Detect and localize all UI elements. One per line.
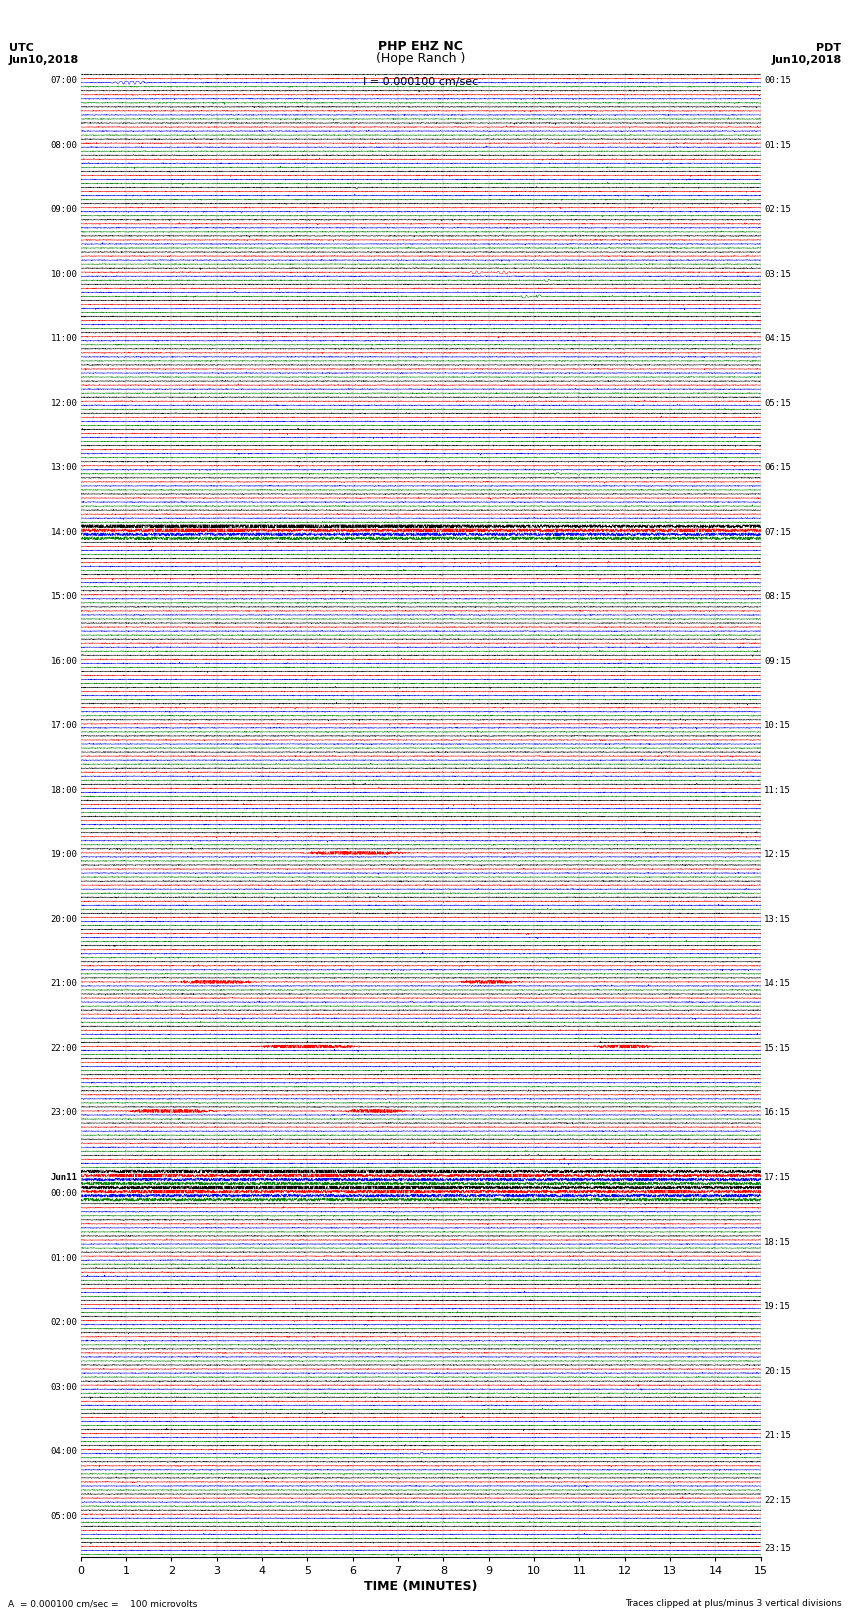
Text: 09:00: 09:00 xyxy=(50,205,77,215)
Text: 02:00: 02:00 xyxy=(50,1318,77,1327)
Text: 12:15: 12:15 xyxy=(764,850,791,860)
Text: 19:15: 19:15 xyxy=(764,1302,791,1311)
Text: 07:15: 07:15 xyxy=(764,527,791,537)
Text: 20:00: 20:00 xyxy=(50,915,77,924)
Text: 00:00: 00:00 xyxy=(50,1189,77,1198)
Text: 12:00: 12:00 xyxy=(50,398,77,408)
Text: A  = 0.000100 cm/sec =    100 microvolts: A = 0.000100 cm/sec = 100 microvolts xyxy=(8,1598,198,1608)
Text: 06:15: 06:15 xyxy=(764,463,791,473)
Text: 15:00: 15:00 xyxy=(50,592,77,602)
Text: 18:15: 18:15 xyxy=(764,1237,791,1247)
Text: (Hope Ranch ): (Hope Ranch ) xyxy=(376,52,466,65)
Text: 21:00: 21:00 xyxy=(50,979,77,989)
Text: 14:15: 14:15 xyxy=(764,979,791,989)
Text: 09:15: 09:15 xyxy=(764,656,791,666)
Text: 21:15: 21:15 xyxy=(764,1431,791,1440)
Text: 17:15: 17:15 xyxy=(764,1173,791,1182)
Text: 22:15: 22:15 xyxy=(764,1495,791,1505)
Text: 20:15: 20:15 xyxy=(764,1366,791,1376)
Text: 17:00: 17:00 xyxy=(50,721,77,731)
Text: 13:00: 13:00 xyxy=(50,463,77,473)
Text: 01:00: 01:00 xyxy=(50,1253,77,1263)
Text: 03:00: 03:00 xyxy=(50,1382,77,1392)
Text: Jun10,2018: Jun10,2018 xyxy=(771,55,842,65)
Text: 01:15: 01:15 xyxy=(764,140,791,150)
Text: 05:00: 05:00 xyxy=(50,1511,77,1521)
Text: 10:00: 10:00 xyxy=(50,269,77,279)
X-axis label: TIME (MINUTES): TIME (MINUTES) xyxy=(364,1579,478,1592)
Text: PDT: PDT xyxy=(816,44,842,53)
Text: UTC: UTC xyxy=(8,44,33,53)
Text: 18:00: 18:00 xyxy=(50,786,77,795)
Text: 11:15: 11:15 xyxy=(764,786,791,795)
Text: 15:15: 15:15 xyxy=(764,1044,791,1053)
Text: 04:00: 04:00 xyxy=(50,1447,77,1457)
Text: 04:15: 04:15 xyxy=(764,334,791,344)
Text: 23:15: 23:15 xyxy=(764,1544,791,1553)
Text: 11:00: 11:00 xyxy=(50,334,77,344)
Text: 13:15: 13:15 xyxy=(764,915,791,924)
Text: 03:15: 03:15 xyxy=(764,269,791,279)
Text: 22:00: 22:00 xyxy=(50,1044,77,1053)
Text: Jun10,2018: Jun10,2018 xyxy=(8,55,79,65)
Text: Jun11: Jun11 xyxy=(50,1173,77,1182)
Text: I = 0.000100 cm/sec: I = 0.000100 cm/sec xyxy=(363,77,479,87)
Text: PHP EHZ NC: PHP EHZ NC xyxy=(378,40,463,53)
Text: 07:00: 07:00 xyxy=(50,76,77,85)
Text: 16:00: 16:00 xyxy=(50,656,77,666)
Text: 23:00: 23:00 xyxy=(50,1108,77,1118)
Text: 14:00: 14:00 xyxy=(50,527,77,537)
Text: 00:15: 00:15 xyxy=(764,76,791,85)
Text: 08:15: 08:15 xyxy=(764,592,791,602)
Text: Traces clipped at plus/minus 3 vertical divisions: Traces clipped at plus/minus 3 vertical … xyxy=(625,1598,842,1608)
Text: 05:15: 05:15 xyxy=(764,398,791,408)
Text: 19:00: 19:00 xyxy=(50,850,77,860)
Text: 16:15: 16:15 xyxy=(764,1108,791,1118)
Text: 10:15: 10:15 xyxy=(764,721,791,731)
Text: 02:15: 02:15 xyxy=(764,205,791,215)
Text: 08:00: 08:00 xyxy=(50,140,77,150)
